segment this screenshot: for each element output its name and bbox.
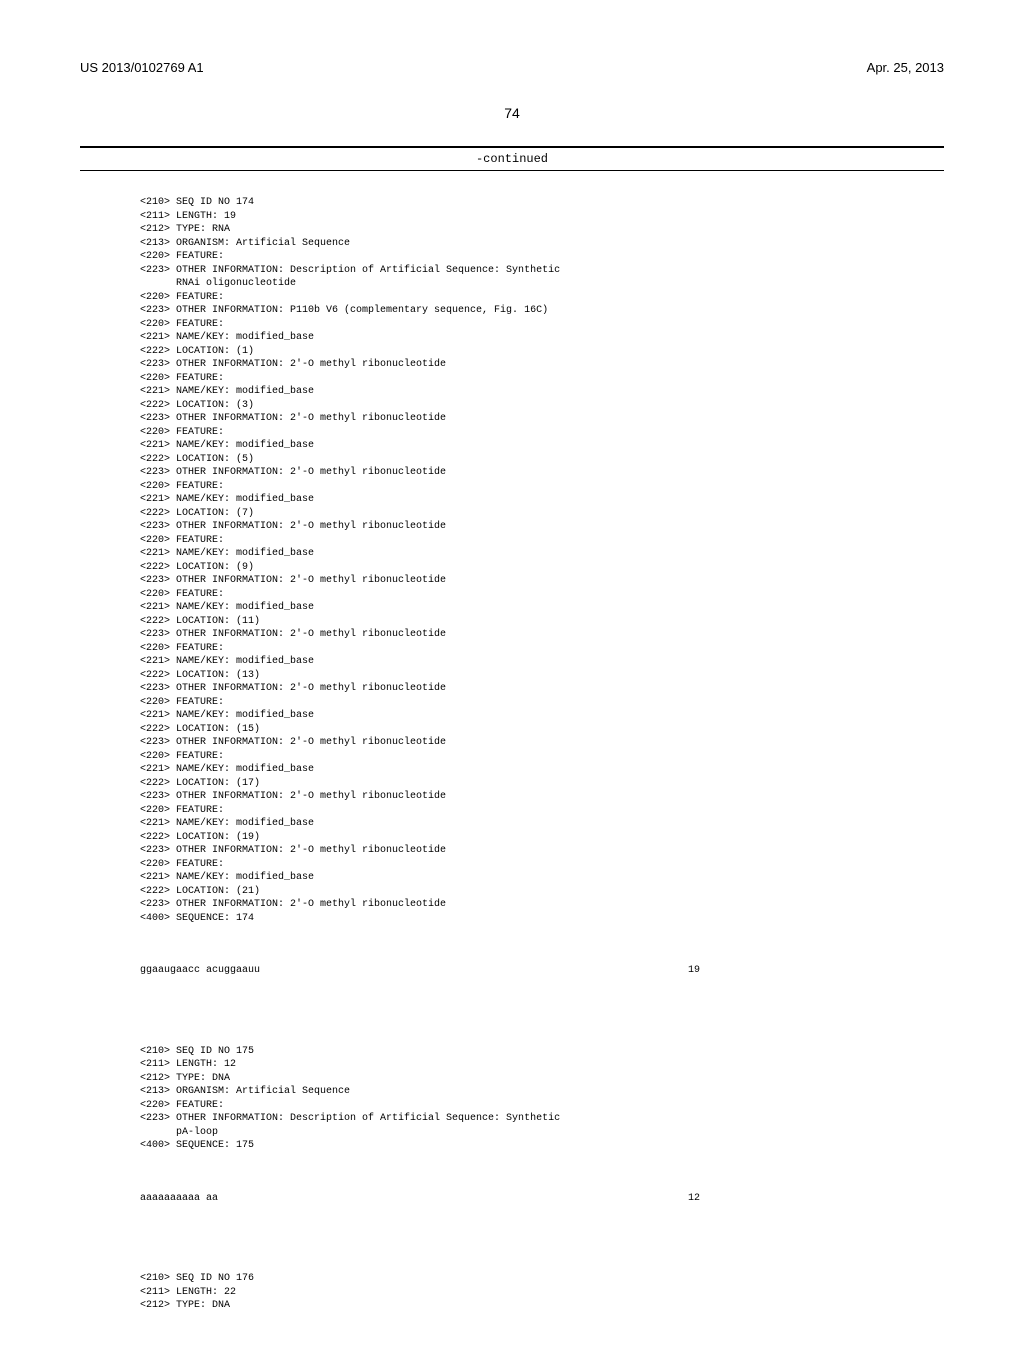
- seq-line: <211> LENGTH: 12: [140, 1058, 944, 1072]
- seq-line: <223> OTHER INFORMATION: 2'-O methyl rib…: [140, 628, 944, 642]
- seq-line: <221> NAME/KEY: modified_base: [140, 871, 944, 885]
- seq-line: <400> SEQUENCE: 174: [140, 912, 944, 926]
- seq-174-length: 19: [688, 964, 700, 978]
- seq-175-length: 12: [688, 1192, 700, 1206]
- seq-line: <220> FEATURE:: [140, 1099, 944, 1113]
- seq-line: <222> LOCATION: (7): [140, 507, 944, 521]
- seq-line: <210> SEQ ID NO 174: [140, 196, 944, 210]
- page-number: 74: [80, 105, 944, 121]
- seq-line: <223> OTHER INFORMATION: P110b V6 (compl…: [140, 304, 944, 318]
- seq-line: <220> FEATURE:: [140, 291, 944, 305]
- seq-line: <221> NAME/KEY: modified_base: [140, 439, 944, 453]
- seq-line: <221> NAME/KEY: modified_base: [140, 655, 944, 669]
- seq-line: <211> LENGTH: 19: [140, 210, 944, 224]
- seq-line: <220> FEATURE:: [140, 534, 944, 548]
- seq-line: <222> LOCATION: (3): [140, 399, 944, 413]
- seq-line: <220> FEATURE:: [140, 318, 944, 332]
- header-right: Apr. 25, 2013: [867, 60, 944, 75]
- seq-line: <221> NAME/KEY: modified_base: [140, 709, 944, 723]
- seq-line: <223> OTHER INFORMATION: 2'-O methyl rib…: [140, 790, 944, 804]
- seq-line: <220> FEATURE:: [140, 250, 944, 264]
- seq-line: <210> SEQ ID NO 176: [140, 1272, 944, 1286]
- seq-line: <222> LOCATION: (15): [140, 723, 944, 737]
- continued-label: -continued: [80, 146, 944, 171]
- seq-line: <223> OTHER INFORMATION: 2'-O methyl rib…: [140, 520, 944, 534]
- seq-line: <221> NAME/KEY: modified_base: [140, 331, 944, 345]
- seq-line: <220> FEATURE:: [140, 480, 944, 494]
- seq-line: <223> OTHER INFORMATION: 2'-O methyl rib…: [140, 412, 944, 426]
- seq-line: <223> OTHER INFORMATION: 2'-O methyl rib…: [140, 844, 944, 858]
- seq-176-block: <210> SEQ ID NO 176<211> LENGTH: 22<212>…: [140, 1272, 944, 1313]
- seq-line: <223> OTHER INFORMATION: 2'-O methyl rib…: [140, 736, 944, 750]
- seq-line: <400> SEQUENCE: 175: [140, 1139, 944, 1153]
- seq-line: <220> FEATURE:: [140, 426, 944, 440]
- seq-line: <223> OTHER INFORMATION: Description of …: [140, 1112, 944, 1126]
- seq-line: <210> SEQ ID NO 175: [140, 1045, 944, 1059]
- seq-174-sequence: ggaaugaacc acuggaauu: [140, 964, 260, 978]
- seq-line: <222> LOCATION: (5): [140, 453, 944, 467]
- seq-line: <220> FEATURE:: [140, 696, 944, 710]
- seq-175-data: aaaaaaaaaa aa 12: [140, 1153, 944, 1253]
- seq-175-block: <210> SEQ ID NO 175<211> LENGTH: 12<212>…: [140, 1045, 944, 1153]
- seq-line: <220> FEATURE:: [140, 372, 944, 386]
- seq-line: <211> LENGTH: 22: [140, 1286, 944, 1300]
- seq-line: <221> NAME/KEY: modified_base: [140, 547, 944, 561]
- seq-line: <213> ORGANISM: Artificial Sequence: [140, 1085, 944, 1099]
- seq-line: <223> OTHER INFORMATION: Description of …: [140, 264, 944, 278]
- seq-line: <221> NAME/KEY: modified_base: [140, 601, 944, 615]
- seq-line: <220> FEATURE:: [140, 588, 944, 602]
- seq-line: <223> OTHER INFORMATION: 2'-O methyl rib…: [140, 682, 944, 696]
- seq-line: <221> NAME/KEY: modified_base: [140, 817, 944, 831]
- seq-line: <212> TYPE: DNA: [140, 1299, 944, 1313]
- seq-line: <212> TYPE: RNA: [140, 223, 944, 237]
- seq-line: <220> FEATURE:: [140, 642, 944, 656]
- seq-line: <222> LOCATION: (11): [140, 615, 944, 629]
- seq-line: <212> TYPE: DNA: [140, 1072, 944, 1086]
- seq-line: <223> OTHER INFORMATION: 2'-O methyl rib…: [140, 358, 944, 372]
- seq-line: <221> NAME/KEY: modified_base: [140, 763, 944, 777]
- seq-175-sequence: aaaaaaaaaa aa: [140, 1192, 218, 1206]
- seq-line: <222> LOCATION: (17): [140, 777, 944, 791]
- seq-line: <223> OTHER INFORMATION: 2'-O methyl rib…: [140, 466, 944, 480]
- seq-line: <222> LOCATION: (1): [140, 345, 944, 359]
- seq-line: <220> FEATURE:: [140, 750, 944, 764]
- seq-line: <222> LOCATION: (19): [140, 831, 944, 845]
- seq-line: pA-loop: [140, 1126, 944, 1140]
- seq-line: <220> FEATURE:: [140, 858, 944, 872]
- header-left: US 2013/0102769 A1: [80, 60, 204, 75]
- seq-line: <222> LOCATION: (9): [140, 561, 944, 575]
- seq-line: <220> FEATURE:: [140, 804, 944, 818]
- seq-line: <222> LOCATION: (13): [140, 669, 944, 683]
- seq-line: <221> NAME/KEY: modified_base: [140, 493, 944, 507]
- seq-line: <213> ORGANISM: Artificial Sequence: [140, 237, 944, 251]
- seq-174-data: ggaaugaacc acuggaauu 19: [140, 925, 944, 1025]
- seq-line: <222> LOCATION: (21): [140, 885, 944, 899]
- seq-line: <221> NAME/KEY: modified_base: [140, 385, 944, 399]
- seq-line: <223> OTHER INFORMATION: 2'-O methyl rib…: [140, 898, 944, 912]
- seq-line: <223> OTHER INFORMATION: 2'-O methyl rib…: [140, 574, 944, 588]
- seq-line: RNAi oligonucleotide: [140, 277, 944, 291]
- page-container: US 2013/0102769 A1 Apr. 25, 2013 74 -con…: [0, 0, 1024, 1353]
- seq-174-block: <210> SEQ ID NO 174<211> LENGTH: 19<212>…: [140, 196, 944, 925]
- page-header: US 2013/0102769 A1 Apr. 25, 2013: [80, 60, 944, 75]
